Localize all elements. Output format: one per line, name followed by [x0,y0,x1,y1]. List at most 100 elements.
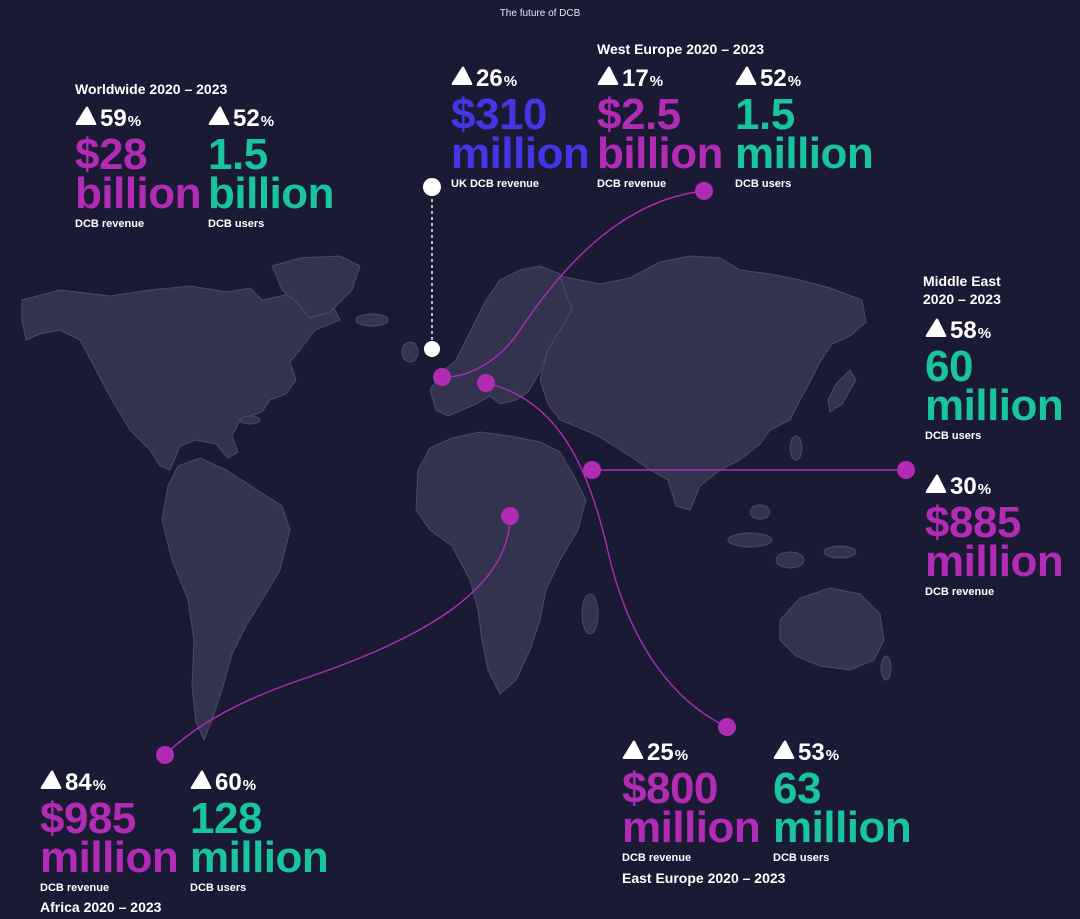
land-masses [21,255,892,742]
middle-east-revenue-stat: 30% $885 million DCB revenue [925,473,1064,599]
up-triangle-icon [40,770,62,789]
markers [156,182,915,764]
africa-users-stat: 60% 128 million DCB users [190,769,329,895]
users-unit: million [925,381,1064,430]
up-triangle-icon [597,66,619,85]
up-triangle-icon [735,66,757,85]
africa-revenue-stat: 84% $985 million DCB revenue [40,770,179,895]
users-value: 63 [773,764,821,813]
percent-value: 30 [950,473,977,500]
users-value: 1.5 [735,90,795,139]
west-europe-heading: West Europe 2020 – 2023 [597,41,765,57]
island-shape [239,415,261,425]
east-europe-connector [485,382,728,728]
percent-sign: % [503,73,518,90]
percent-value: 52 [233,105,260,132]
south-america-shape [161,457,291,742]
users-caption: DCB users [773,852,830,864]
percent-value: 60 [215,769,242,796]
island-shape [727,532,773,548]
users-value: 128 [190,794,262,843]
west-europe-map-marker [433,368,451,386]
percent-value: 26 [476,65,503,92]
users-caption: DCB users [735,178,792,190]
revenue-unit: billion [75,169,202,218]
up-triangle-icon [451,66,473,85]
madagascar-shape [581,593,599,635]
east-europe-heading: East Europe 2020 – 2023 [622,870,786,886]
west-europe-marker [695,182,713,200]
worldwide-users-stat: 52% 1.5 billion DCB users [208,105,335,231]
percent-sign: % [674,747,689,764]
percent-value: 59 [100,105,127,132]
up-triangle-icon [190,770,212,789]
east-europe-revenue-stat: 25% $800 million DCB revenue [622,740,761,865]
east-europe-marker [718,718,736,736]
africa-shape [415,431,587,695]
revenue-value: $28 [75,130,147,179]
island-shape [355,313,389,327]
up-triangle-icon [208,106,230,125]
island-shape [749,504,771,520]
percent-sign: % [787,73,802,90]
africa-map-marker [501,507,519,525]
africa-heading: Africa 2020 – 2023 [40,899,162,915]
users-caption: DCB users [925,430,982,442]
up-triangle-icon [925,474,947,493]
africa-marker [156,746,174,764]
uk-map-marker [424,341,440,357]
revenue-unit: million [622,803,761,852]
east-europe-map-marker [477,374,495,392]
percent-value: 52 [760,65,787,92]
percent-value: 17 [622,65,649,92]
africa-connector [164,515,511,756]
revenue-caption: DCB revenue [75,218,145,230]
revenue-value: $800 [622,764,718,813]
percent-sign: % [649,73,664,90]
revenue-caption: DCB revenue [622,852,692,864]
revenue-unit: million [40,833,179,882]
west-europe-revenue-stat: 17% $2.5 billion DCB revenue [597,65,724,191]
revenue-caption: DCB revenue [597,178,667,190]
west-europe-users-stat: 52% 1.5 million DCB users [735,65,874,191]
north-america-shape [21,285,341,471]
users-value: 1.5 [208,130,268,179]
up-triangle-icon [75,106,97,125]
uk-revenue-value: $310 [451,90,547,139]
island-shape [775,551,805,569]
percent-value: 53 [798,739,825,766]
percent-value: 58 [950,317,977,344]
west-europe-connector [441,190,705,378]
revenue-value: $885 [925,498,1021,547]
middle-east-users-stat: 58% 60 million DCB users [925,317,1064,443]
users-unit: million [735,129,874,178]
middle-east-map-marker [583,461,601,479]
users-caption: DCB users [208,218,265,230]
percent-sign: % [977,325,992,342]
east-europe-users-stat: 53% 63 million DCB users [773,739,912,865]
percent-sign: % [260,113,275,130]
percent-sign: % [825,747,840,764]
revenue-value: $2.5 [597,90,681,139]
uk-revenue-caption: UK DCB revenue [451,178,540,190]
revenue-caption: DCB revenue [925,586,995,598]
up-triangle-icon [622,740,644,759]
middle-east-marker [897,461,915,479]
australia-shape [779,587,885,671]
up-triangle-icon [925,318,947,337]
connectors [164,190,906,756]
percent-sign: % [127,113,142,130]
percent-sign: % [977,481,992,498]
greenland-shape [271,255,361,319]
worldwide-heading: Worldwide 2020 – 2023 [75,81,228,97]
island-shape [789,435,803,461]
uk-revenue-unit: million [451,129,590,178]
uk-revenue-stat: 26% $310 million UK DCB revenue [451,65,590,191]
new-zealand-shape [880,655,892,681]
middle-east-heading: Middle East 2020 – 2023 [923,273,1001,307]
revenue-value: $985 [40,794,136,843]
users-unit: billion [208,169,335,218]
percent-sign: % [92,777,107,794]
revenue-unit: million [925,537,1064,586]
